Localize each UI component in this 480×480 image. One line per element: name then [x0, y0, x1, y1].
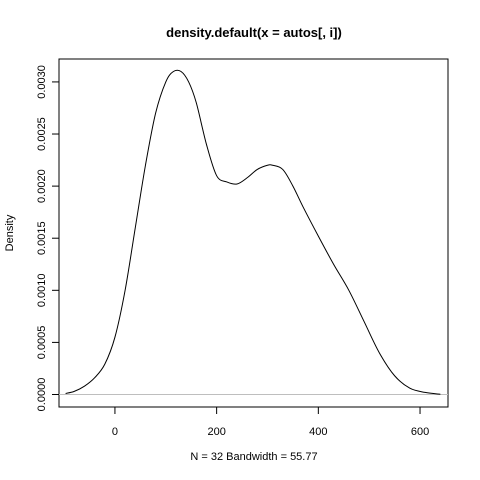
plot-frame [58, 58, 449, 408]
y-tick-label: 0.0025 [36, 117, 48, 151]
chart-title: density.default(x = autos[, i]) [166, 25, 342, 40]
y-tick-label: 0.0000 [36, 378, 48, 412]
y-tick-label: 0.0020 [36, 169, 48, 203]
x-tick-label: 200 [207, 426, 225, 438]
density-curve [65, 69, 441, 395]
y-tick-label: 0.0015 [36, 221, 48, 255]
y-tick-label: 0.0010 [36, 273, 48, 307]
y-axis-label: Density [4, 214, 16, 251]
x-tick-label: 600 [411, 426, 429, 438]
y-axis: 0.0000 0.0005 0.0010 0.0015 0.0020 0.0025 0.00… [36, 65, 60, 412]
x-tick-label: 0 [112, 426, 118, 438]
x-axis: 0 200 400 600 [112, 406, 429, 438]
y-tick-label: 0.0005 [36, 326, 48, 360]
x-tick-label: 400 [309, 426, 327, 438]
x-axis-label: N = 32 Bandwidth = 55.77 [190, 451, 317, 463]
y-tick-label: 0.0030 [36, 65, 48, 99]
